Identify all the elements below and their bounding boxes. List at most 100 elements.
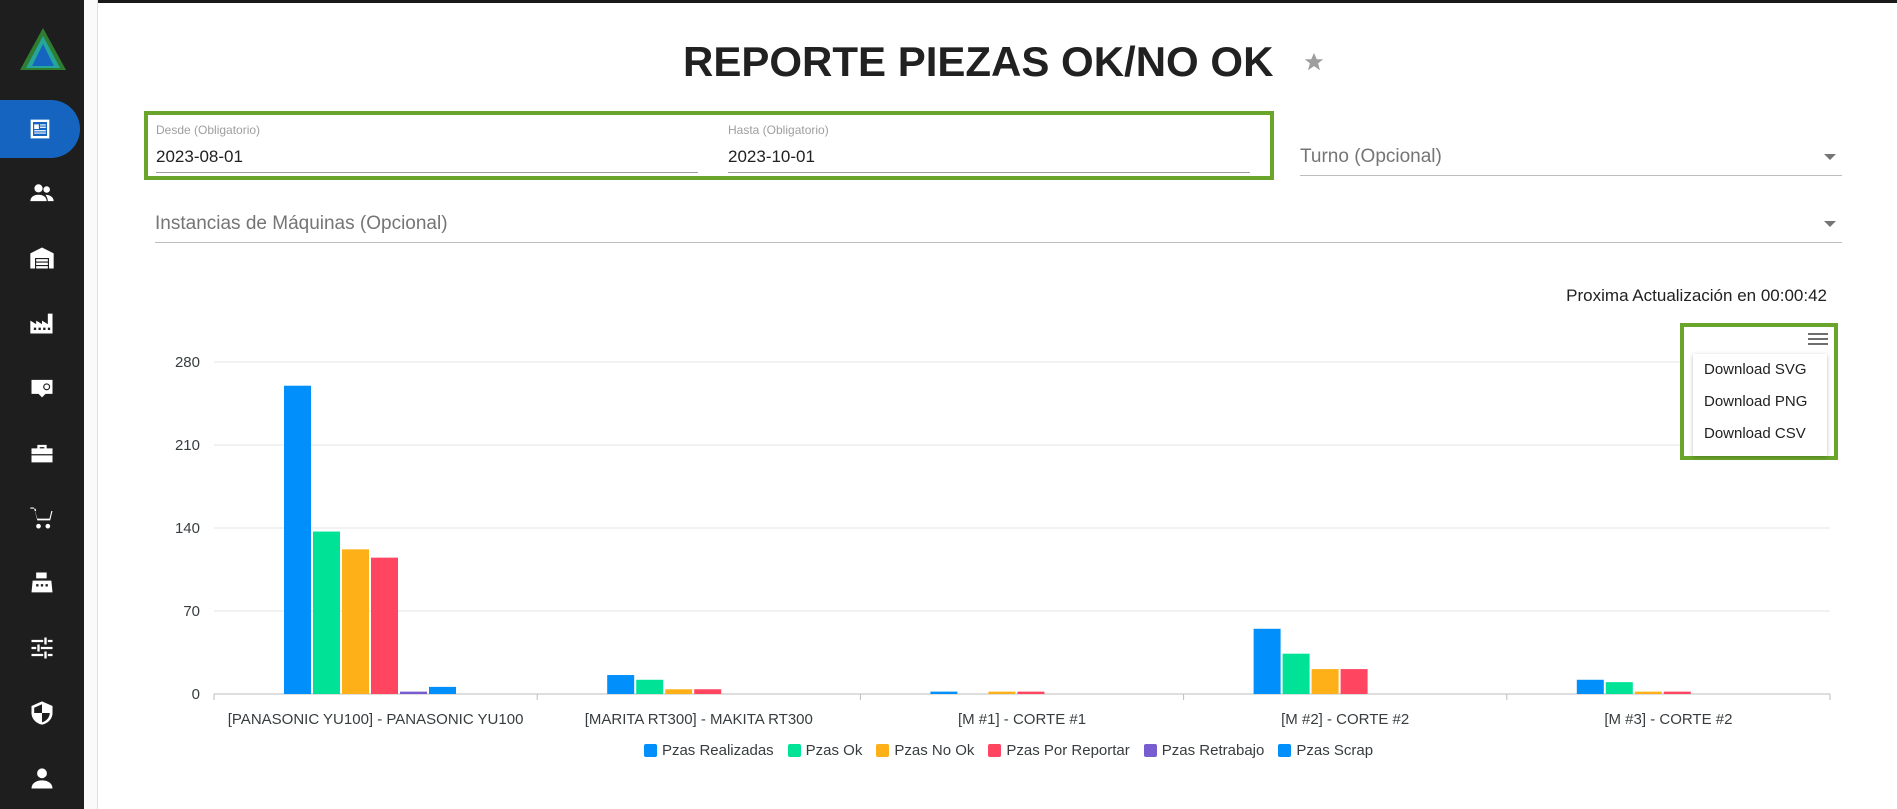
users-icon xyxy=(30,184,54,202)
hamburger-menu-icon[interactable] xyxy=(1808,333,1828,349)
desde-field[interactable]: Desde (Obligatorio) 2023-08-01 xyxy=(148,115,718,177)
logo-icon xyxy=(20,28,66,70)
legend-swatch xyxy=(643,744,657,757)
bar xyxy=(1017,691,1045,694)
desde-underline xyxy=(156,172,698,173)
hasta-field[interactable]: Hasta (Obligatorio) 2023-10-01 xyxy=(720,115,1270,177)
bar xyxy=(636,679,664,694)
sidebar-item-factory[interactable] xyxy=(0,294,84,352)
report-icon xyxy=(30,119,50,139)
x-tick-label: [M #2] - CORTE #2 xyxy=(1281,711,1409,728)
instancias-underline xyxy=(155,242,1842,243)
warehouse-icon xyxy=(30,247,54,269)
sidebar-item-cart[interactable] xyxy=(0,489,84,547)
legend-swatch xyxy=(1143,744,1157,757)
x-tick-label: [M #3] - CORTE #2 xyxy=(1604,711,1732,728)
bar xyxy=(313,531,340,694)
download-svg-item[interactable]: Download SVG xyxy=(1704,361,1807,378)
bar xyxy=(400,691,427,694)
y-tick-label: 0 xyxy=(192,686,200,703)
legend-swatch xyxy=(876,744,890,757)
instancias-placeholder: Instancias de Máquinas (Opcional) xyxy=(155,213,448,234)
bar xyxy=(1340,669,1368,694)
legend-item[interactable]: Pzas Realizadas xyxy=(643,742,774,759)
bar xyxy=(1605,682,1633,694)
bar xyxy=(607,675,635,694)
factory-icon xyxy=(30,313,53,334)
legend-swatch xyxy=(988,744,1002,757)
legend-label: Pzas Scrap xyxy=(1296,742,1374,759)
legend-label: Pzas Por Reportar xyxy=(1006,742,1130,759)
desde-value[interactable]: 2023-08-01 xyxy=(156,147,243,166)
chart-legend: Pzas Realizadas Pzas Ok Pzas No Ok Pzas Por… xyxy=(0,742,1897,759)
bar xyxy=(1576,679,1604,694)
bar xyxy=(1663,691,1691,694)
top-bar xyxy=(0,0,1897,3)
legend-label: Pzas Retrabajo xyxy=(1161,742,1265,759)
download-csv-item[interactable]: Download CSV xyxy=(1704,425,1806,442)
legend-item[interactable]: Pzas Scrap xyxy=(1278,742,1373,759)
hasta-label: Hasta (Obligatorio) xyxy=(728,123,829,137)
sidebar-item-security[interactable] xyxy=(0,684,84,742)
sidebar-item-profile[interactable] xyxy=(0,749,84,807)
bar xyxy=(665,689,693,694)
x-tick-label: [MARITA RT300] - MAKITA RT300 xyxy=(585,711,813,728)
toolbox-icon xyxy=(31,444,53,463)
next-update-text: Proxima Actualización en 00:00:42 xyxy=(1566,286,1827,305)
star-icon[interactable] xyxy=(1303,51,1325,73)
sidebar-item-warehouse[interactable] xyxy=(0,229,84,287)
bar xyxy=(284,385,311,694)
turno-select[interactable]: Turno (Opcional) xyxy=(1300,136,1842,176)
sidebar-item-users[interactable] xyxy=(0,164,84,222)
sidebar-item-settings[interactable] xyxy=(0,619,84,677)
bar xyxy=(1282,653,1310,694)
legend-label: Pzas Ok xyxy=(805,742,863,759)
bar xyxy=(342,549,369,694)
bar xyxy=(694,689,722,694)
x-tick-label: [M #1] - CORTE #1 xyxy=(958,711,1086,728)
desde-label: Desde (Obligatorio) xyxy=(156,123,261,137)
x-tick-label: [PANASONIC YU100] - PANASONIC YU100 xyxy=(228,711,524,728)
y-tick-label: 70 xyxy=(183,603,200,620)
bar xyxy=(988,691,1016,694)
shield-icon xyxy=(31,701,53,725)
legend-item[interactable]: Pzas No Ok xyxy=(876,742,974,759)
instancias-select[interactable]: Instancias de Máquinas (Opcional) xyxy=(155,203,1842,243)
y-tick-label: 210 xyxy=(175,437,200,454)
legend-item[interactable]: Pzas Ok xyxy=(787,742,863,759)
bar xyxy=(1253,628,1281,694)
page-edge xyxy=(84,0,98,809)
cart-icon xyxy=(30,507,53,529)
legend-item[interactable]: Pzas Retrabajo xyxy=(1143,742,1265,759)
bar xyxy=(930,691,958,694)
legend-label: Pzas No Ok xyxy=(894,742,975,759)
chevron-down-icon xyxy=(1824,221,1836,227)
person-icon xyxy=(31,768,53,789)
cash-register-icon xyxy=(31,572,53,593)
bar xyxy=(1634,691,1662,694)
sidebar-item-badge[interactable] xyxy=(0,359,84,417)
download-png-item[interactable]: Download PNG xyxy=(1704,393,1808,410)
page-title: REPORTE PIEZAS OK/NO OK xyxy=(683,38,1274,85)
bar xyxy=(1311,669,1339,694)
sliders-icon xyxy=(31,637,53,659)
legend-swatch xyxy=(1278,744,1292,757)
sidebar xyxy=(0,0,84,809)
sidebar-item-reports[interactable] xyxy=(0,100,80,158)
sidebar-item-cash-register[interactable] xyxy=(0,554,84,612)
export-menu: Download SVG Download PNG Download CSV xyxy=(1693,354,1827,456)
turno-placeholder: Turno (Opcional) xyxy=(1300,146,1442,167)
bar xyxy=(371,557,398,694)
y-tick-label: 280 xyxy=(175,354,200,371)
turno-underline xyxy=(1300,175,1842,176)
hasta-value[interactable]: 2023-10-01 xyxy=(728,147,815,166)
legend-item[interactable]: Pzas Por Reportar xyxy=(988,742,1130,759)
legend-label: Pzas Realizadas xyxy=(661,742,774,759)
badge-icon xyxy=(31,379,53,398)
export-menu-highlight: Download SVG Download PNG Download CSV xyxy=(1680,323,1838,460)
hasta-underline xyxy=(728,172,1250,173)
bar xyxy=(429,686,456,694)
date-range-group: Desde (Obligatorio) 2023-08-01 Hasta (Ob… xyxy=(144,111,1274,180)
y-tick-label: 140 xyxy=(175,520,200,537)
sidebar-item-toolbox[interactable] xyxy=(0,424,84,482)
